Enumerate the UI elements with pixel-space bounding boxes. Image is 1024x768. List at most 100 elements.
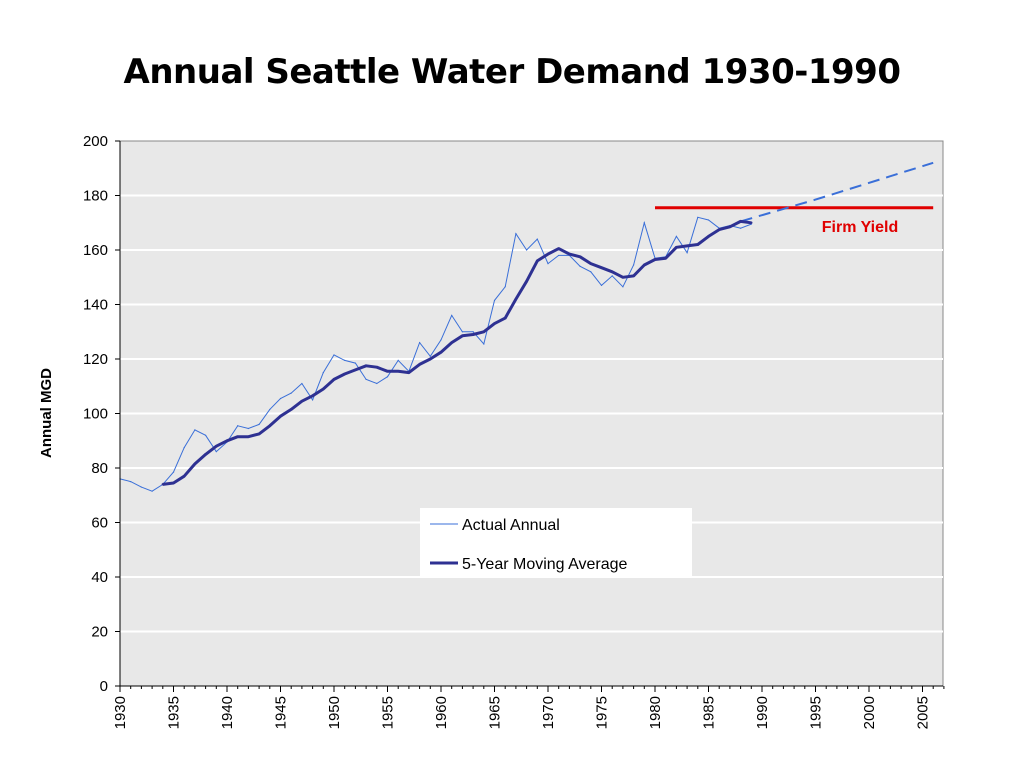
point-average-1961 bbox=[450, 341, 453, 344]
point-actual-1978 bbox=[633, 264, 635, 266]
point-actual-1963 bbox=[472, 331, 474, 333]
point-average-1939 bbox=[215, 445, 218, 448]
projection-path bbox=[740, 161, 934, 223]
point-average-1965 bbox=[493, 322, 496, 325]
point-average-1964 bbox=[482, 330, 485, 333]
point-average-1955 bbox=[386, 370, 389, 373]
point-actual-1947 bbox=[301, 382, 303, 385]
point-actual-1931 bbox=[130, 481, 132, 483]
point-average-1983 bbox=[685, 244, 689, 248]
series-group bbox=[119, 216, 753, 492]
point-actual-1953 bbox=[365, 378, 367, 381]
point-actual-1958 bbox=[419, 342, 421, 344]
x-tick-label-2005: 2005 bbox=[915, 696, 932, 729]
projection-line bbox=[740, 161, 934, 223]
point-actual-1955 bbox=[386, 376, 389, 378]
point-average-1957 bbox=[407, 371, 411, 374]
point-average-1984 bbox=[696, 243, 699, 246]
point-average-1982 bbox=[675, 246, 678, 249]
point-actual-1988 bbox=[740, 227, 742, 229]
point-actual-1932 bbox=[140, 486, 142, 488]
y-tick-label-140: 140 bbox=[83, 297, 108, 314]
point-average-1975 bbox=[600, 266, 603, 269]
x-tick-label-1950: 1950 bbox=[326, 696, 343, 729]
point-actual-1973 bbox=[579, 265, 581, 267]
point-actual-1949 bbox=[322, 372, 324, 374]
y-axis-label: Annual MGD bbox=[38, 368, 55, 458]
legend-label-actual: Actual Annual bbox=[462, 517, 560, 534]
point-average-1968 bbox=[525, 280, 528, 283]
point-average-1967 bbox=[514, 297, 518, 301]
x-tick-label-1940: 1940 bbox=[219, 696, 236, 729]
x-tick-label-1965: 1965 bbox=[487, 696, 504, 729]
y-tick-label-200: 200 bbox=[83, 133, 108, 150]
point-actual-1936 bbox=[183, 446, 185, 449]
point-average-1934 bbox=[161, 483, 164, 486]
point-average-1977 bbox=[621, 276, 625, 279]
point-average-1940 bbox=[225, 439, 229, 442]
point-actual-1939 bbox=[215, 451, 217, 453]
point-actual-1961 bbox=[451, 314, 453, 316]
x-tick-label-1935: 1935 bbox=[166, 696, 183, 729]
point-actual-1959 bbox=[429, 355, 431, 357]
point-average-1960 bbox=[439, 350, 443, 354]
point-actual-1948 bbox=[312, 399, 314, 401]
point-actual-1945 bbox=[279, 397, 282, 400]
legend: Actual Annual 5-Year Moving Average bbox=[420, 508, 692, 578]
point-average-1986 bbox=[718, 228, 721, 231]
y-tick-label-180: 180 bbox=[83, 188, 108, 205]
point-average-1948 bbox=[311, 394, 314, 397]
point-average-1951 bbox=[343, 372, 346, 376]
point-average-1950 bbox=[332, 378, 336, 381]
point-actual-1964 bbox=[483, 343, 485, 345]
point-average-1949 bbox=[322, 387, 325, 391]
point-actual-1974 bbox=[590, 271, 592, 273]
point-average-1943 bbox=[257, 432, 261, 436]
point-actual-1952 bbox=[354, 362, 356, 364]
y-tick-label-40: 40 bbox=[91, 569, 108, 586]
point-actual-1977 bbox=[622, 286, 624, 288]
point-average-1947 bbox=[300, 400, 304, 403]
x-tick-label-1955: 1955 bbox=[380, 696, 397, 729]
point-average-1942 bbox=[247, 435, 250, 438]
point-actual-1946 bbox=[290, 392, 292, 394]
legend-box bbox=[420, 508, 692, 578]
point-average-1987 bbox=[728, 225, 732, 229]
point-average-1958 bbox=[418, 363, 421, 366]
point-average-1976 bbox=[611, 270, 614, 273]
point-actual-1971 bbox=[558, 254, 560, 257]
point-actual-1976 bbox=[611, 275, 613, 277]
point-actual-1982 bbox=[675, 235, 678, 237]
point-actual-1985 bbox=[707, 219, 710, 221]
point-actual-1984 bbox=[697, 216, 699, 218]
y-tick-labels: 0 20 40 60 80 100 120 140 160 180 200 bbox=[83, 133, 120, 695]
point-actual-1979 bbox=[643, 222, 645, 224]
point-average-1956 bbox=[397, 370, 400, 373]
point-average-1988 bbox=[739, 220, 742, 223]
firm-yield-label: Firm Yield bbox=[822, 219, 898, 236]
x-tick-label-1930: 1930 bbox=[112, 696, 129, 729]
point-average-1980 bbox=[653, 258, 657, 261]
point-actual-1969 bbox=[536, 238, 538, 240]
point-average-1941 bbox=[236, 435, 239, 438]
point-actual-1965 bbox=[493, 299, 496, 302]
point-actual-1983 bbox=[686, 252, 688, 254]
x-tick-label-2000: 2000 bbox=[861, 696, 878, 729]
point-average-1954 bbox=[375, 365, 378, 369]
point-average-1952 bbox=[354, 368, 357, 372]
point-average-1966 bbox=[504, 316, 507, 320]
point-average-1972 bbox=[568, 252, 571, 256]
point-average-1945 bbox=[279, 415, 282, 418]
chart-title: Annual Seattle Water Demand 1930-1990 bbox=[123, 52, 901, 92]
point-actual-1941 bbox=[237, 425, 239, 427]
point-actual-1943 bbox=[258, 423, 260, 425]
x-tick-labels: 1930 1935 1940 1945 1950 1955 1960 1965 1970 1975… bbox=[112, 686, 945, 729]
point-average-1935 bbox=[172, 481, 175, 485]
point-average-1962 bbox=[461, 334, 464, 338]
point-average-1985 bbox=[707, 235, 710, 238]
point-average-1946 bbox=[290, 408, 293, 411]
point-actual-1933 bbox=[151, 490, 153, 492]
point-actual-1956 bbox=[397, 359, 399, 361]
point-actual-1968 bbox=[526, 249, 528, 251]
